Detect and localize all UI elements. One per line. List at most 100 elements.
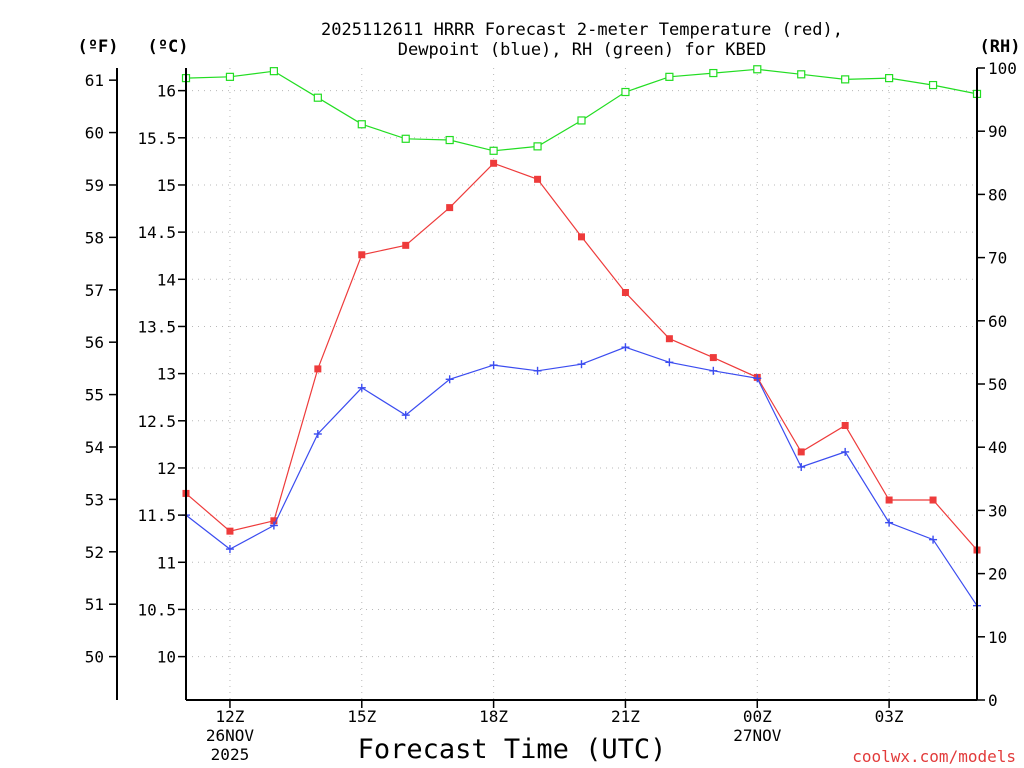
fahrenheit-tick-label: 56 [85,333,104,352]
rh-point [401,134,410,143]
x-tick-label: 12Z [215,707,244,726]
celsius-tick-label: 15 [157,176,176,195]
celsius-tick-label: 14 [157,270,176,289]
rh-tick-label: 40 [988,438,1007,457]
2-meter-temperature-point [226,527,234,535]
rh-point [489,146,498,155]
fahrenheit-tick-label: 52 [85,543,104,562]
rh-point [269,67,278,76]
rh-series [181,65,982,155]
rh-line [185,68,978,152]
rh-point [445,135,454,145]
fahrenheit-tick-label: 60 [85,124,104,143]
rh-point [577,116,586,125]
dewpoint-series [182,343,981,610]
celsius-tick-label: 13 [157,365,176,384]
celsius-tick-label: 13.5 [137,317,176,336]
chart-title-line-2: Dewpoint (blue), RH (green) for KBED [398,40,766,60]
dewpoint-point [797,463,806,472]
2-meter-temperature-point [446,204,454,212]
dewpoint-point [929,535,938,544]
dewpoint-point [709,366,718,375]
rh-tick-label: 60 [988,312,1007,331]
2-meter-temperature-point [665,335,673,343]
x-tick-label: 15Z [347,707,376,726]
celsius-unit-label: (ºC) [148,37,189,57]
rh-point [841,75,850,84]
dewpoint-point [753,374,762,383]
dewpoint-point [885,518,894,527]
rh-tick-label: 50 [988,375,1007,394]
rh-point [753,65,762,74]
rh-tick-label: 20 [988,565,1007,584]
rh-point [797,70,806,79]
2-meter-temperature-line [185,162,978,551]
gridlines [186,68,977,700]
2-meter-temperature-point [578,233,585,241]
dewpoint-point [621,343,630,352]
dewpoint-point [225,545,234,554]
2-meter-temperature-point [797,448,805,456]
rh-point [225,72,235,81]
2-meter-temperature-point [270,517,278,525]
2-meter-temperature-point [534,175,542,183]
x-tick-label: 26NOV [206,726,255,745]
rh-point [533,142,542,151]
fahrenheit-tick-label: 61 [85,71,104,90]
rh-tick-label: 80 [988,185,1007,204]
dewpoint-point [269,521,278,530]
dewpoint-point [401,411,410,420]
fahrenheit-tick-label: 59 [85,176,104,195]
dewpoint-point [313,429,322,438]
celsius-tick-label: 16 [157,82,176,101]
credit-text: coolwx.com/models [852,747,1016,766]
fahrenheit-tick-label: 50 [85,648,104,667]
rh-tick-label: 100 [988,59,1017,78]
celsius-tick-label: 10.5 [137,600,176,619]
fahrenheit-tick-label: 57 [85,281,104,300]
2-meter-temperature-point [841,422,849,430]
rh-point [709,68,718,78]
celsius-tick-label: 11 [157,553,176,572]
x-tick-label: 21Z [611,707,640,726]
celsius-tick-label: 12 [157,459,176,478]
celsius-tick-label: 11.5 [137,506,176,525]
2-meter-temperature-point [885,496,893,504]
fahrenheit-tick-label: 58 [85,228,104,247]
chart-title-line-1: 2025112611 HRRR Forecast 2-meter Tempera… [321,20,843,40]
x-tick-label: 00Z [743,707,772,726]
x-tick-label: 18Z [479,707,508,726]
fahrenheit-tick-label: 55 [85,386,104,405]
data-series [181,65,982,610]
dewpoint-point [489,361,498,370]
axes: 10 10.5 11 11.5 12 12.5 13 13.5 14 14.5 15 15.5 16 50… [85,59,1017,764]
x-tick-label: 2025 [211,745,250,764]
rh-point [621,87,630,97]
fahrenheit-unit-label: (ºF) [78,37,119,57]
2-meter-temperature-point [402,241,410,249]
fahrenheit-tick-label: 53 [85,490,104,509]
x-tick-label: 27NOV [733,726,782,745]
rh-point [928,80,938,90]
dewpoint-point [577,360,586,369]
rh-tick-label: 10 [988,628,1007,647]
dewpoint-point [533,366,542,375]
2-meter-temperature-point [709,354,717,362]
rh-tick-label: 30 [988,501,1007,520]
dewpoint-point [445,375,454,384]
rh-point [665,72,674,81]
dewpoint-point [665,358,674,367]
dewpoint-point [357,383,366,392]
2-meter-temperature-point [621,289,629,297]
fahrenheit-tick-label: 54 [85,438,104,457]
2-meter-temperature-point [358,251,366,259]
rh-tick-label: 90 [988,122,1007,141]
dewpoint-point [841,447,850,456]
celsius-tick-label: 10 [157,648,176,667]
2-meter-temperature-point [929,496,937,504]
x-axis-label: Forecast Time (UTC) [358,734,667,765]
celsius-tick-label: 14.5 [137,223,176,242]
rh-point [357,120,366,129]
2-meter-temperature-series [182,159,981,554]
